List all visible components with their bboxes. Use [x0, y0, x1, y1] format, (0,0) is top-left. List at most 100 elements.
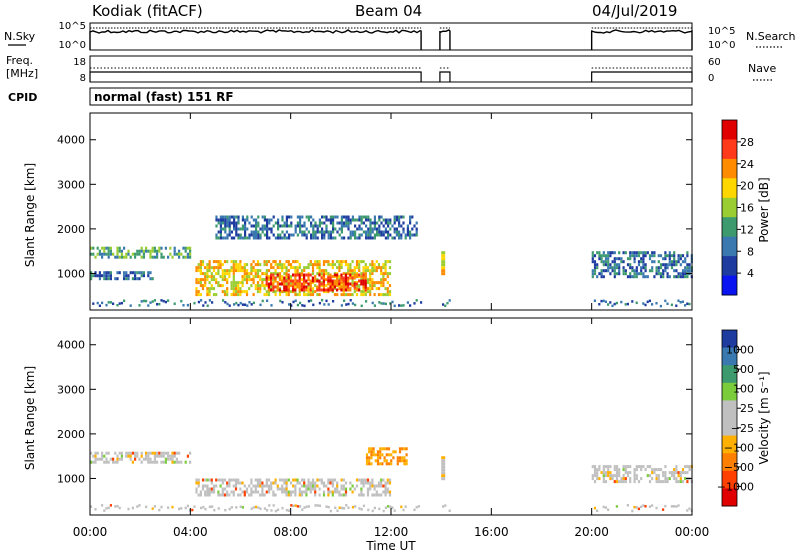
power-echo-cell	[321, 230, 324, 234]
power-echo-cell	[303, 273, 306, 277]
power-echo-cell	[377, 263, 381, 267]
power-echo-cell	[607, 260, 610, 264]
velocity-echo-cell	[285, 484, 288, 488]
velocity-echo-cell	[626, 465, 630, 469]
velocity-echo-cell	[657, 474, 660, 478]
power-echo-cell	[355, 293, 359, 297]
power-echo-cell	[226, 221, 229, 225]
velocity-colorbar-tick-label: 100	[733, 383, 754, 396]
velocity-echo-cell	[270, 484, 273, 488]
power-echo-cell	[681, 275, 685, 279]
power-echo-cell	[334, 215, 337, 219]
power-echo-cell	[648, 254, 652, 258]
velocity-echo-cell	[156, 454, 159, 458]
power-echo-cell	[675, 269, 678, 273]
power-echo-cell	[232, 269, 235, 273]
power-echo-cell	[281, 279, 284, 283]
power-echo-cell	[153, 249, 156, 253]
velocity-echo-cell	[331, 493, 334, 497]
power-echo-cell	[149, 301, 152, 304]
velocity-echo-cell	[131, 451, 134, 455]
velocity-echo-cell	[327, 481, 330, 485]
power-echo-cell	[388, 266, 392, 270]
power-echo-cell	[629, 266, 632, 270]
velocity-echo-cell	[314, 487, 317, 491]
velocity-echo-cell	[640, 505, 643, 509]
freq-label-line1: Freq.	[6, 54, 33, 67]
power-echo-cell	[629, 272, 632, 276]
power-echo-cell	[640, 260, 643, 264]
power-echo-cell	[90, 271, 93, 275]
power-echo-cell	[239, 287, 242, 291]
velocity-echo-cell	[633, 468, 636, 472]
power-echo-cell	[158, 249, 161, 253]
power-echo-cell	[272, 288, 275, 292]
power-echo-cell	[309, 273, 312, 277]
power-echo-cell	[266, 299, 269, 302]
power-echo-cell	[311, 281, 315, 285]
power-echo-cell	[664, 266, 667, 270]
power-echo-cell	[593, 269, 597, 273]
velocity-colorbar-tick-label: −1000	[717, 480, 754, 493]
power-echo-cell	[224, 215, 227, 219]
time-x-axis: 00:00 04:00 08:00 12:00 16:00 20:00 00:00	[73, 113, 709, 539]
power-echo-cell	[138, 252, 141, 256]
power-echo-cell	[325, 272, 328, 276]
power-echo-cell	[307, 218, 310, 222]
power-echo-cell	[303, 276, 306, 280]
power-colorbar-tick-label: 8	[747, 245, 754, 258]
velocity-echo-cell	[199, 490, 202, 494]
power-echo-cell	[371, 281, 374, 285]
velocity-echo-cell	[314, 481, 317, 485]
power-echo-cell	[186, 255, 189, 259]
velocity-echo-cell	[250, 478, 253, 482]
power-echo-cell	[276, 288, 279, 292]
velocity-echo-cell	[677, 504, 680, 507]
velocity-echo-cell	[300, 493, 304, 497]
station-title: Kodiak (fitACF)	[92, 2, 203, 20]
power-echo-cell	[245, 290, 249, 294]
power-echo-cell	[314, 221, 317, 225]
beam-title: Beam 04	[355, 2, 422, 20]
power-echo-cell	[380, 233, 383, 237]
power-echo-cell	[353, 290, 356, 294]
velocity-echo-cell	[221, 481, 224, 485]
power-echo-cell	[393, 218, 396, 222]
power-echo-cell	[206, 293, 209, 297]
power-echo-cell	[292, 285, 295, 289]
power-echo-cell	[266, 224, 269, 228]
power-echo-cell	[373, 284, 376, 288]
power-echo-cell	[96, 301, 99, 305]
velocity-echo-cell	[261, 493, 264, 497]
velocity-echo-cell	[345, 504, 348, 507]
velocity-echo-cell	[675, 471, 678, 475]
power-echo-cell	[609, 254, 612, 258]
velocity-echo-cell	[195, 478, 198, 482]
power-echo-cell	[244, 230, 247, 234]
velocity-echo-cell	[329, 490, 332, 494]
power-echo-cell	[314, 230, 317, 234]
velocity-echo-cell	[329, 481, 332, 485]
power-echo-cell	[178, 252, 181, 256]
power-echo-cell	[266, 218, 269, 222]
power-echo-cell	[281, 269, 284, 273]
velocity-echo-cell	[377, 484, 381, 488]
power-echo-cell	[307, 299, 310, 303]
power-echo-cell	[279, 224, 282, 228]
power-echo-cell	[377, 281, 381, 285]
power-echo-cell	[120, 301, 123, 305]
power-echo-cell	[299, 218, 302, 222]
power-echo-cell	[212, 275, 216, 279]
power-echo-cell	[666, 266, 669, 270]
power-echo-cell	[364, 276, 367, 280]
velocity-echo-cell	[140, 460, 143, 464]
velocity-echo-cell	[384, 490, 387, 494]
velocity-echo-cell	[644, 468, 647, 472]
power-echo-cell	[283, 266, 286, 270]
velocity-echo-cell	[136, 505, 139, 508]
velocity-echo-cell	[673, 468, 676, 472]
power-echo-cell	[298, 279, 301, 283]
velocity-echo-cell	[265, 484, 268, 488]
power-echo-cell	[289, 281, 293, 285]
power-echo-cell	[303, 224, 306, 228]
